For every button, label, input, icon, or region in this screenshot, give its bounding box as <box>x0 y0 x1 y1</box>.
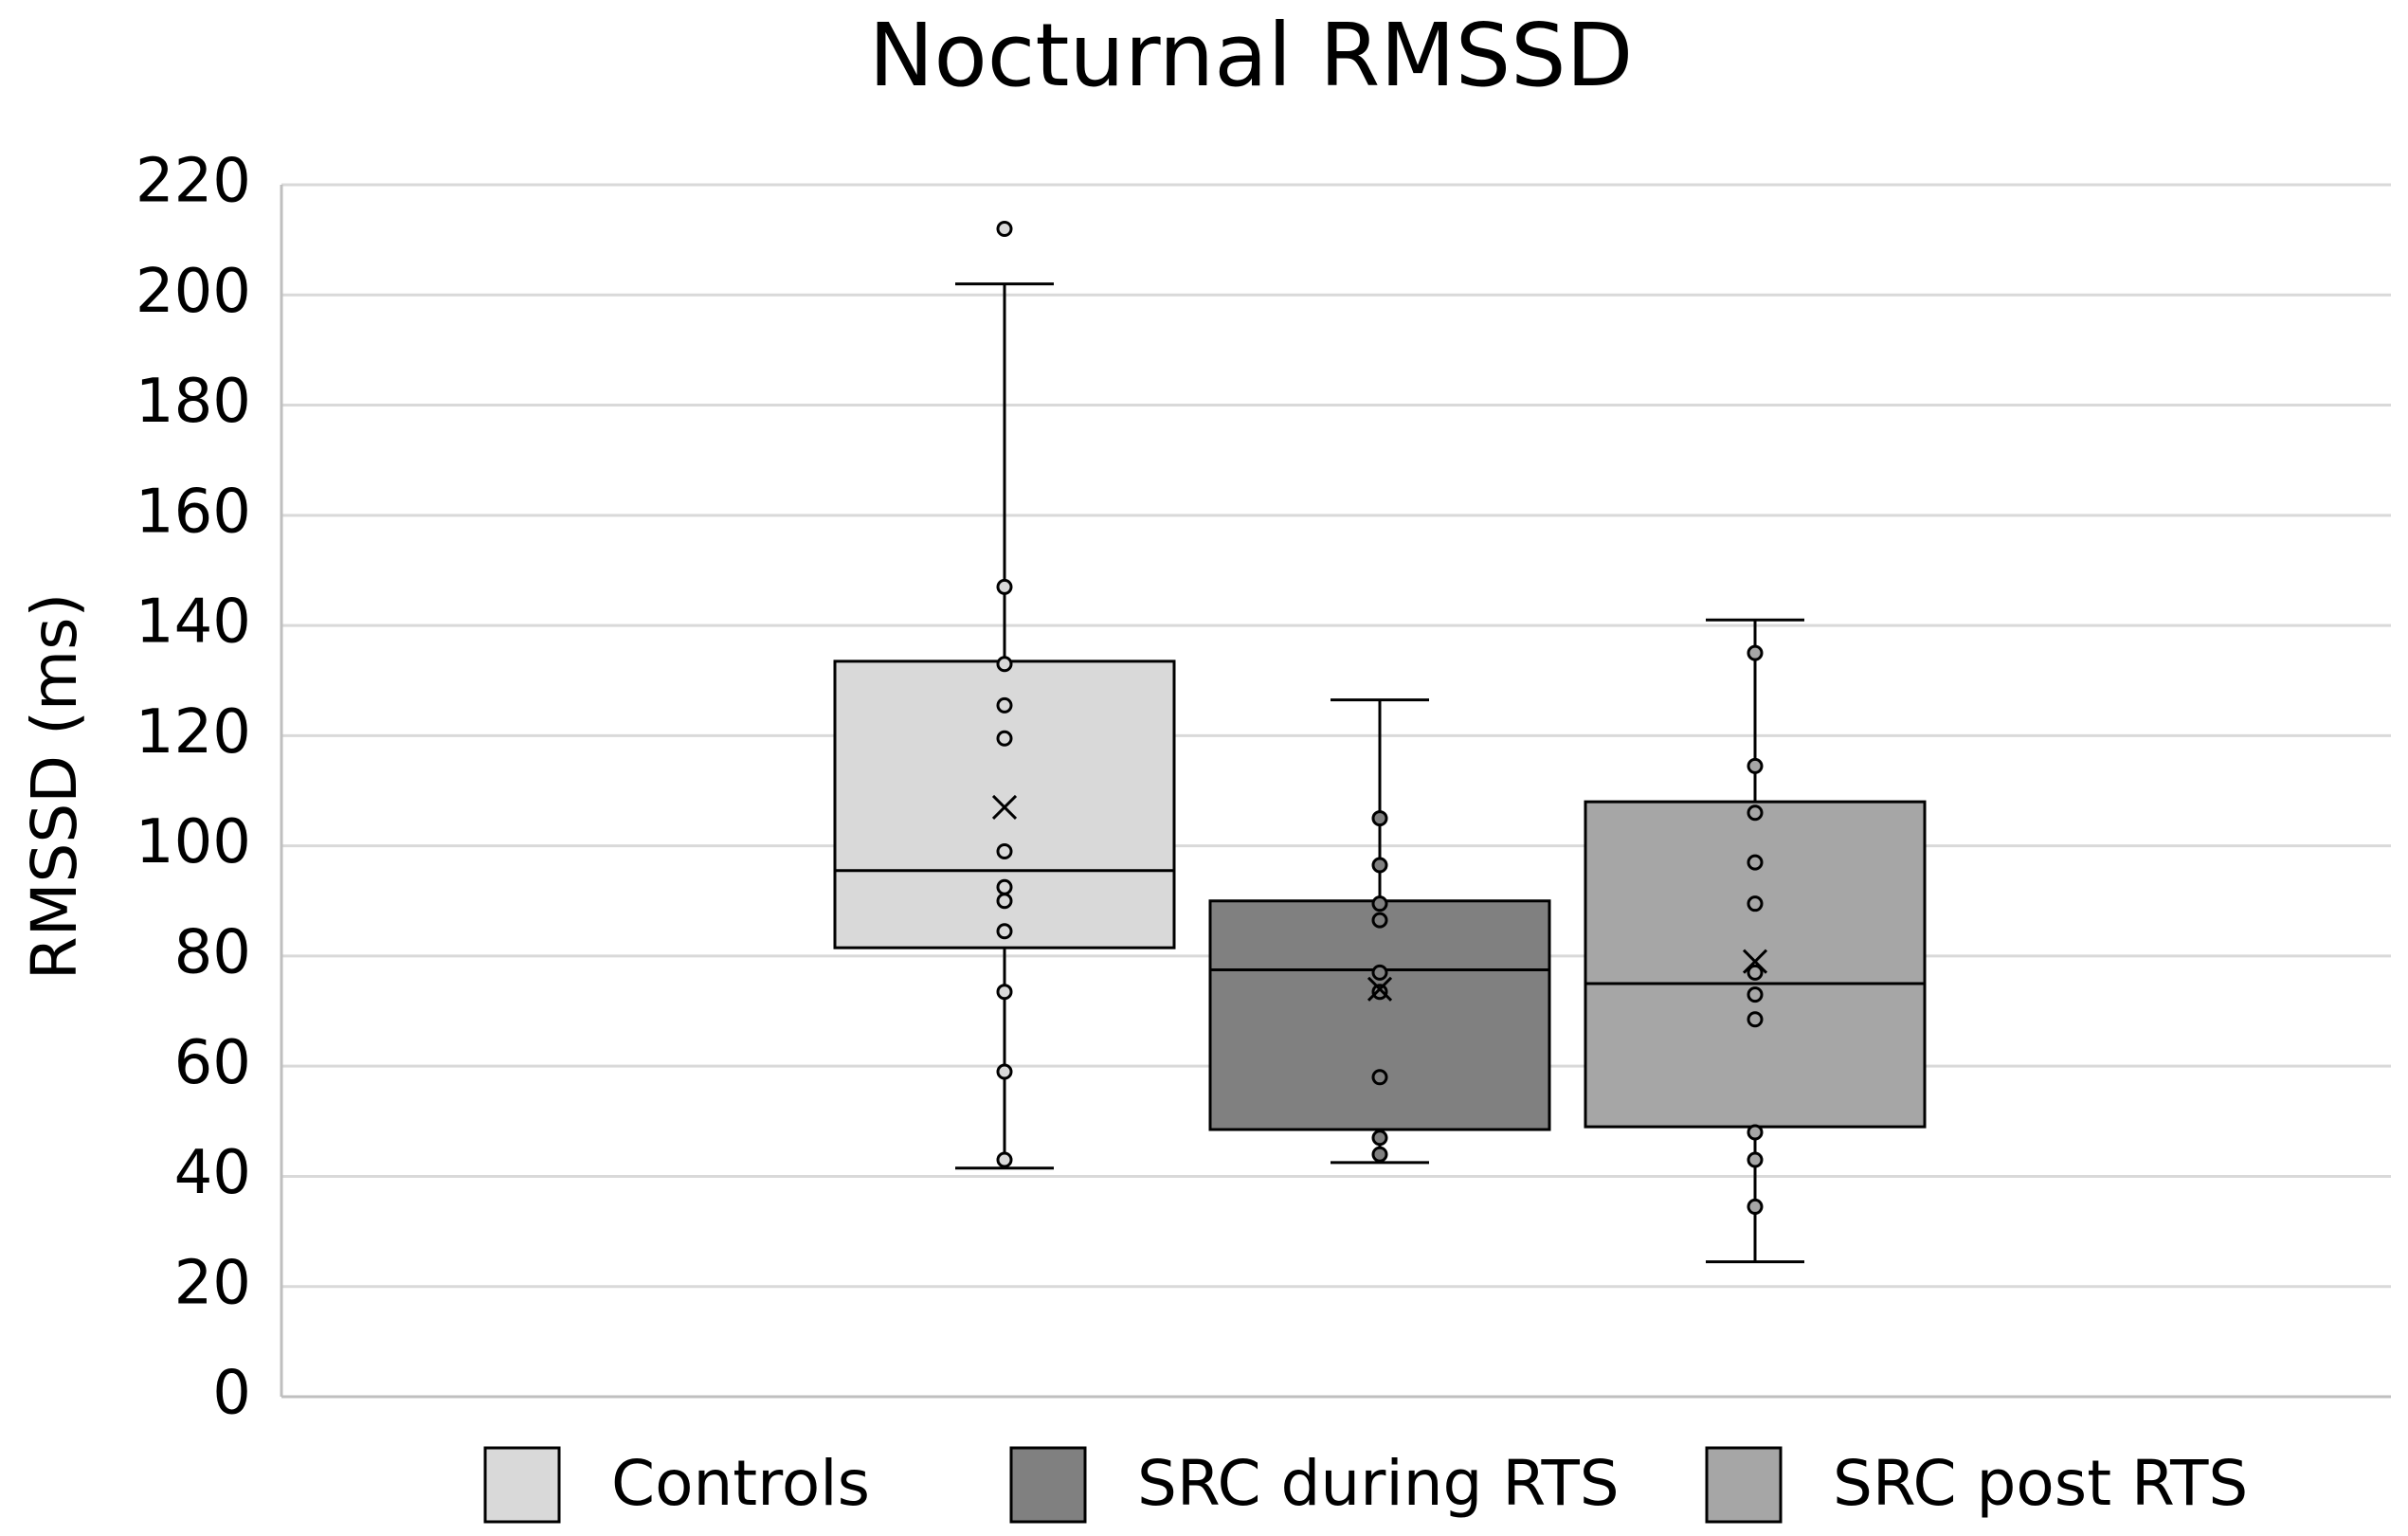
legend: Controls SRC during RTS SRC post RTS <box>483 1446 2248 1524</box>
data-point <box>1747 986 1764 1003</box>
y-tick-label-180: 180 <box>136 367 251 437</box>
data-point <box>996 221 1013 238</box>
box-controls <box>833 221 1176 1170</box>
y-axis-title: RMSSD (ms) <box>18 593 91 981</box>
legend-label: SRC post RTS <box>1833 1447 2248 1520</box>
data-point <box>1371 895 1388 913</box>
data-point <box>996 893 1013 910</box>
data-point <box>1747 1124 1764 1141</box>
boxes <box>833 221 1927 1264</box>
y-tick-label-20: 20 <box>174 1248 251 1318</box>
box-src-post-rts <box>1584 618 1927 1264</box>
data-point <box>996 984 1013 1001</box>
legend-swatch <box>1705 1446 1783 1524</box>
legend-label: Controls <box>611 1447 870 1520</box>
mean-marker <box>1742 949 1768 974</box>
y-tick-label-200: 200 <box>136 257 251 327</box>
data-point <box>1747 1011 1764 1028</box>
data-point <box>1371 984 1388 1001</box>
data-point <box>1747 644 1764 661</box>
data-point <box>1371 1129 1388 1147</box>
data-point <box>1747 757 1764 774</box>
legend-item-src-during-rts: SRC during RTS <box>1009 1446 1620 1524</box>
data-point <box>1747 964 1764 981</box>
y-tick-label-80: 80 <box>174 917 251 987</box>
data-point <box>1371 964 1388 981</box>
mean-marker-stroke <box>1367 976 1393 1002</box>
data-point <box>1371 912 1388 929</box>
iqr-box <box>1584 800 1927 1129</box>
mean-marker-stroke <box>991 794 1018 821</box>
mean-marker-stroke <box>1742 949 1768 974</box>
data-point <box>1747 1198 1764 1215</box>
data-point <box>1371 1069 1388 1086</box>
y-tick-label-140: 140 <box>136 587 251 658</box>
data-point <box>1371 1146 1388 1163</box>
box-src-during-rts <box>1208 698 1551 1165</box>
y-tick-label-220: 220 <box>136 147 251 217</box>
y-tick-label-120: 120 <box>136 697 251 768</box>
chart-title: Nocturnal RMSSD <box>869 5 1634 106</box>
y-tick-label-60: 60 <box>174 1028 251 1098</box>
data-point <box>996 1151 1013 1168</box>
data-point <box>996 696 1013 714</box>
data-point <box>996 578 1013 595</box>
y-tick-label-40: 40 <box>174 1138 251 1208</box>
y-axis-tick-labels: 0 20 40 60 80 100 120 140 160 180 200 220 <box>136 147 251 1429</box>
y-tick-label-160: 160 <box>136 477 251 547</box>
iqr-box <box>1208 899 1551 1131</box>
legend-item-controls: Controls <box>483 1446 870 1524</box>
data-point <box>1747 895 1764 913</box>
data-point <box>996 656 1013 673</box>
y-tick-label-100: 100 <box>136 807 251 877</box>
mean-marker <box>1367 976 1393 1002</box>
data-point <box>996 923 1013 940</box>
data-point <box>1747 804 1764 822</box>
legend-swatch <box>483 1446 561 1524</box>
y-tick-label-0: 0 <box>212 1359 251 1429</box>
data-point <box>1371 857 1388 874</box>
gridlines <box>280 183 2391 1399</box>
data-point <box>1747 1151 1764 1168</box>
legend-item-src-post-rts: SRC post RTS <box>1705 1446 2248 1524</box>
mean-marker <box>991 794 1018 821</box>
legend-swatch <box>1009 1446 1087 1524</box>
data-point <box>996 730 1013 747</box>
data-point <box>996 842 1013 859</box>
data-point <box>1747 854 1764 871</box>
data-point <box>1371 810 1388 827</box>
legend-label: SRC during RTS <box>1137 1447 1620 1520</box>
data-point <box>996 878 1013 895</box>
data-point <box>996 1063 1013 1080</box>
